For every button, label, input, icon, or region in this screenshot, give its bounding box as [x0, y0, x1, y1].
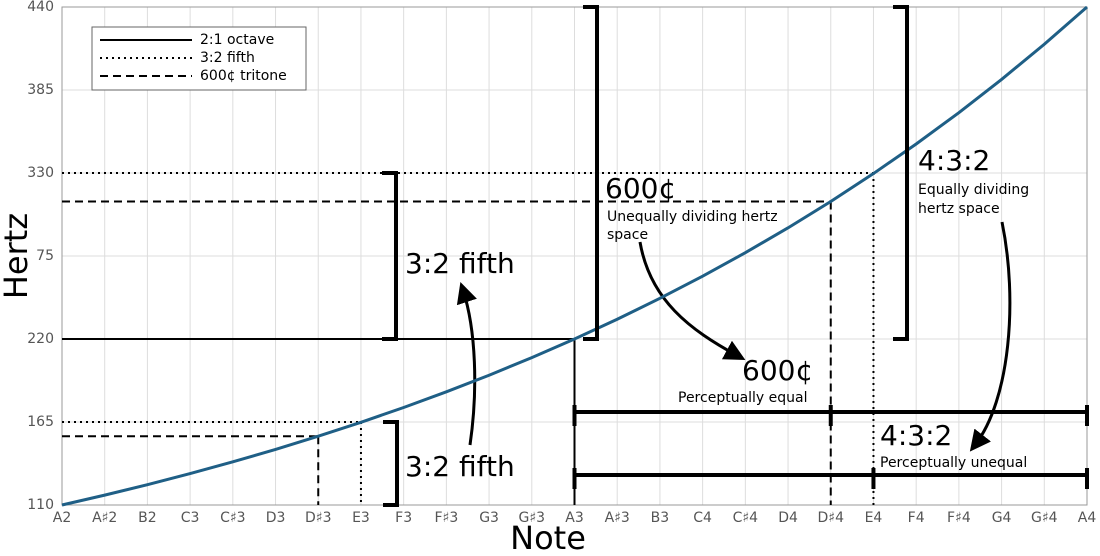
x-tick-label: A2	[53, 510, 71, 526]
y-axis-label: Hertz	[0, 213, 35, 299]
arrow	[456, 282, 477, 446]
x-tick-label: A♯2	[92, 510, 117, 526]
y-tick-label: 165	[27, 414, 54, 430]
y-tick-label: 330	[27, 165, 54, 181]
y-tick-label: 385	[27, 82, 54, 98]
annotation: hertz space	[918, 201, 1000, 217]
x-axis-label: Note	[510, 519, 586, 556]
bracket	[382, 171, 398, 341]
line	[61, 5, 1088, 507]
x-tick-label: C♯3	[220, 510, 245, 526]
x-tick-label: D3	[266, 510, 286, 526]
x-tick-label: F♯4	[947, 510, 971, 526]
x-tick-label: B3	[651, 510, 670, 526]
y-tick-label: 440	[27, 0, 54, 15]
x-tick-label: A4	[1078, 510, 1097, 526]
x-tick-label: D4	[778, 510, 798, 526]
y-tick-label: 110	[27, 497, 54, 513]
annotation: Equally dividing	[918, 182, 1029, 198]
x-tick-label: F3	[395, 510, 412, 526]
y-tick-label: 220	[27, 331, 54, 347]
x-tick-label: F♯3	[435, 510, 459, 526]
annotation: Perceptually equal	[678, 390, 808, 406]
x-tick-label: G♯3	[519, 510, 546, 526]
annotation: 4:3:2	[918, 144, 990, 177]
annotation: 3:2 fifth	[405, 450, 515, 483]
annotation: Perceptually unequal	[880, 455, 1027, 471]
bracket	[583, 5, 599, 341]
annotation: Unequally dividing hertz	[607, 209, 778, 225]
x-tick-label: G♯4	[1031, 510, 1058, 526]
x-tick-label: C4	[693, 510, 712, 526]
x-tick-label: G3	[479, 510, 499, 526]
y-tick-label: 75	[36, 248, 54, 264]
legend-label: 600¢ tritone	[200, 68, 287, 84]
annotation: 3:2 fifth	[405, 247, 515, 280]
arrow	[969, 221, 1012, 452]
x-tick-label: D♯3	[305, 510, 331, 526]
legend-box	[91, 26, 307, 91]
annotation: 600¢	[605, 172, 676, 205]
legend-label: 2:1 octave	[200, 32, 274, 48]
annotation: 600¢	[742, 354, 813, 387]
x-tick-label: A3	[565, 510, 583, 526]
x-tick-label: F4	[908, 510, 925, 526]
legend-label: 3:2 fifth	[200, 50, 255, 66]
x-tick-label: E4	[865, 510, 883, 526]
x-tick-label: C♯4	[733, 510, 759, 526]
arrow	[638, 241, 746, 361]
x-tick-label: B2	[138, 510, 157, 526]
x-tick-label: D♯4	[818, 510, 845, 526]
x-tick-label: A♯3	[605, 510, 630, 526]
bracket	[893, 5, 909, 341]
annotation: 4:3:2	[880, 419, 952, 452]
x-tick-label: G4	[992, 510, 1012, 526]
x-tick-label: C3	[181, 510, 200, 526]
bracket	[383, 420, 399, 507]
annotation: space	[607, 227, 648, 243]
x-tick-label: E3	[352, 510, 370, 526]
